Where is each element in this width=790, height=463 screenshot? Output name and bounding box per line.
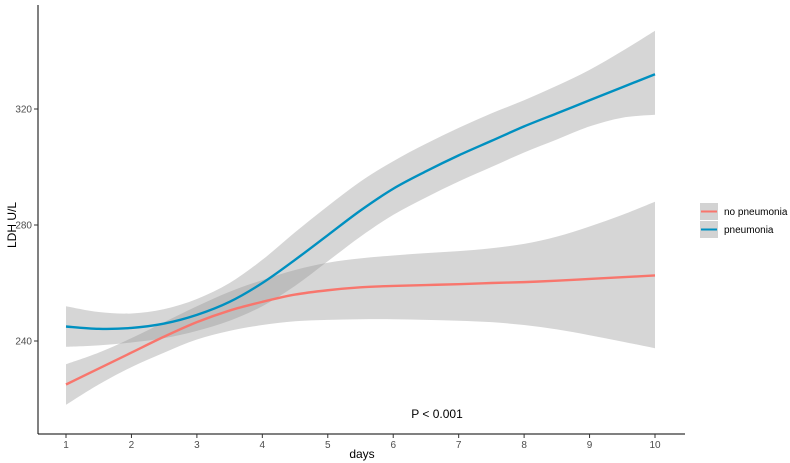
x-tick-label: 2 bbox=[129, 440, 135, 451]
x-axis-title: days bbox=[349, 447, 374, 461]
x-tick-label: 9 bbox=[587, 440, 593, 451]
x-tick-label: 8 bbox=[521, 440, 527, 451]
legend-label-pneumonia: pneumonia bbox=[724, 225, 774, 236]
band-no-pneumonia bbox=[66, 201, 655, 405]
legend-label-no-pneumonia: no pneumonia bbox=[724, 207, 788, 218]
series-line-no-pneumonia bbox=[65, 274, 656, 386]
y-axis-title: LDH U/L bbox=[5, 202, 19, 248]
y-tick-label: 320 bbox=[15, 105, 32, 116]
x-tick-label: 3 bbox=[194, 440, 200, 451]
x-tick-label: 1 bbox=[63, 440, 69, 451]
x-tick-label: 5 bbox=[325, 440, 331, 451]
p-value-annotation: P < 0.001 bbox=[411, 407, 463, 421]
confidence-bands bbox=[66, 30, 655, 405]
x-tick-label: 7 bbox=[456, 440, 462, 451]
y-tick-label: 240 bbox=[15, 337, 32, 348]
band-pneumonia bbox=[66, 30, 655, 347]
y-tick-label: 280 bbox=[15, 221, 32, 232]
legend: no pneumonia pneumonia bbox=[700, 203, 788, 238]
series-lines bbox=[65, 73, 656, 386]
x-tick-label: 4 bbox=[260, 440, 266, 451]
axes: 1 2 3 4 5 6 7 8 9 10 240 280 320 bbox=[15, 5, 685, 451]
series-line-pneumonia bbox=[65, 73, 656, 331]
x-tick-label: 10 bbox=[649, 440, 661, 451]
x-tick-label: 6 bbox=[390, 440, 396, 451]
